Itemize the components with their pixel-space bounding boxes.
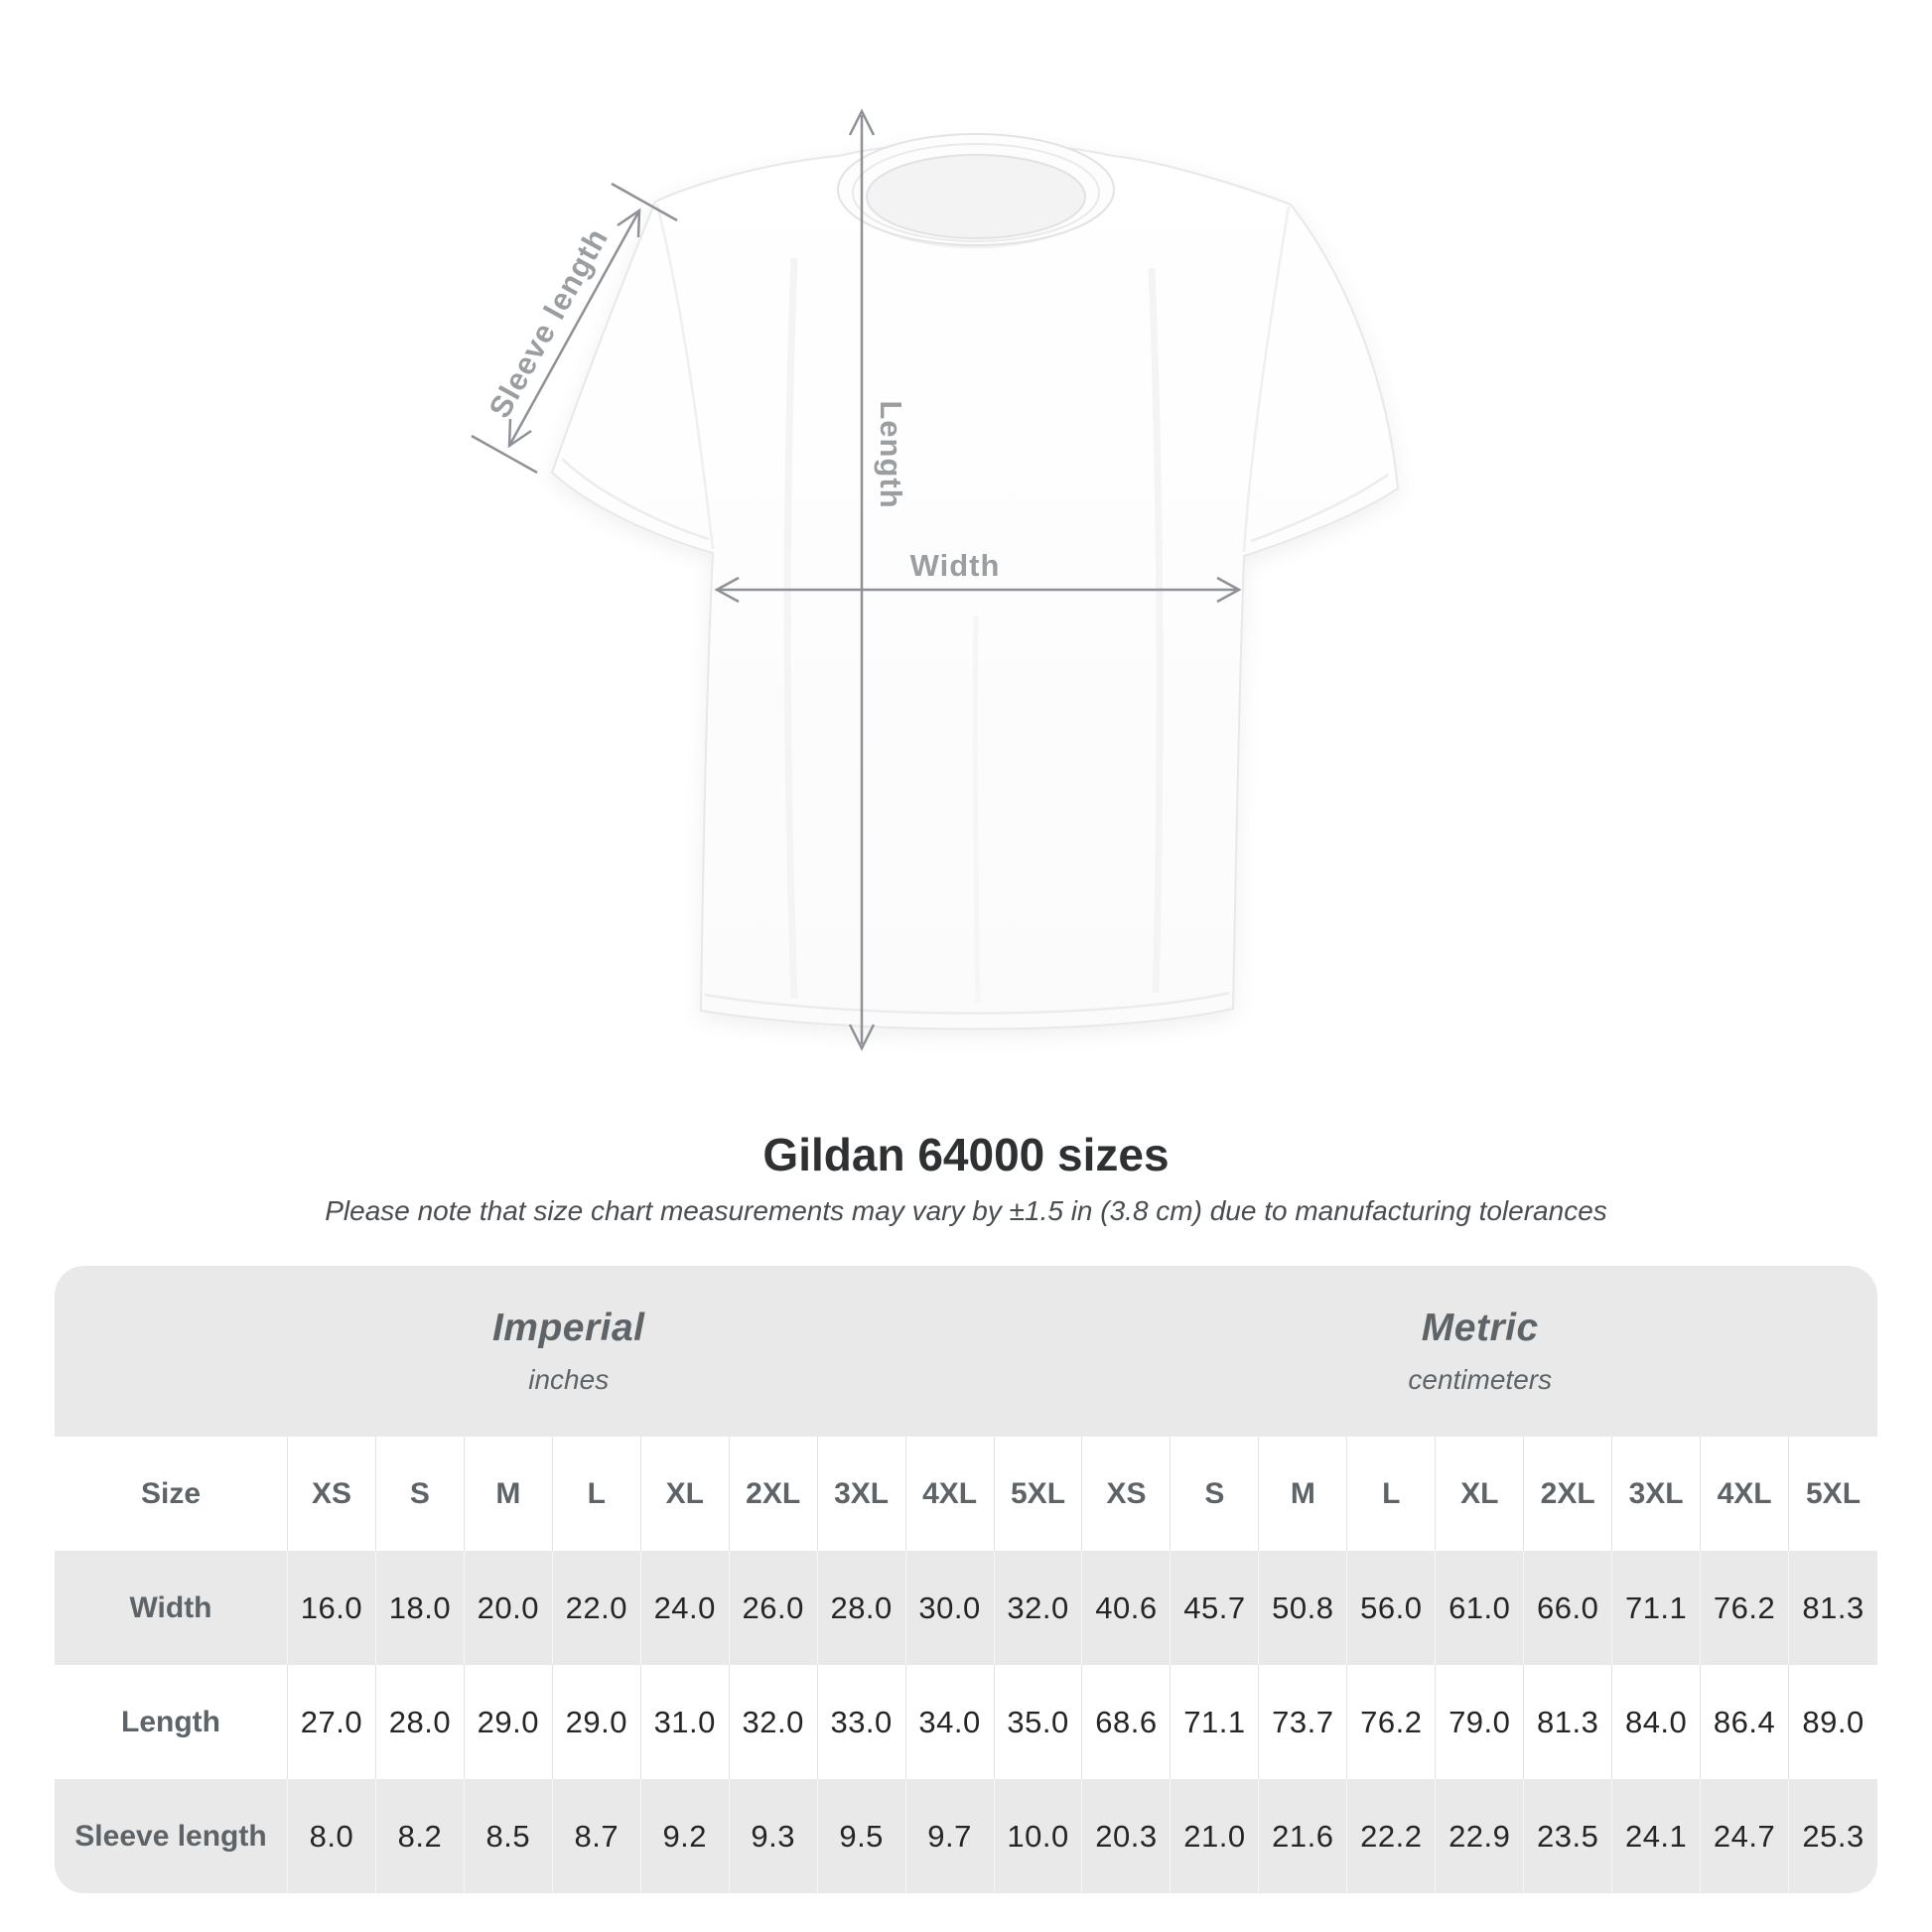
- sleeve-imperial-value: 10.0: [994, 1779, 1083, 1893]
- sleeve-imperial-value: 9.5: [817, 1779, 906, 1893]
- length-imperial-value: 34.0: [905, 1665, 995, 1779]
- sleeve-metric-value: 25.3: [1789, 1779, 1877, 1893]
- imperial-title: Imperial: [491, 1307, 645, 1349]
- width-metric-value: 76.2: [1701, 1551, 1790, 1665]
- width-metric-value: 50.8: [1259, 1551, 1348, 1665]
- width-arrow: [714, 576, 1242, 604]
- length-metric-value: 68.6: [1082, 1665, 1172, 1779]
- sleeve-metric-value: 22.2: [1347, 1779, 1437, 1893]
- length-imperial-value: 28.0: [375, 1665, 465, 1779]
- length-imperial-value: 33.0: [817, 1665, 906, 1779]
- width-metric-value: 81.3: [1789, 1551, 1877, 1665]
- size-header-imperial: 5XL: [994, 1437, 1083, 1551]
- length-imperial-value: 35.0: [994, 1665, 1083, 1779]
- width-metric-value: 40.6: [1082, 1551, 1172, 1665]
- length-metric-value: 79.0: [1436, 1665, 1525, 1779]
- sleeve-imperial-value: 8.7: [552, 1779, 641, 1893]
- metric-unit: centimeters: [1408, 1364, 1553, 1395]
- length-metric-value: 81.3: [1524, 1665, 1613, 1779]
- length-metric-value: 86.4: [1701, 1665, 1790, 1779]
- size-header-metric: M: [1259, 1437, 1348, 1551]
- width-imperial-value: 24.0: [640, 1551, 730, 1665]
- size-header-imperial: XS: [288, 1437, 376, 1551]
- width-metric-value: 45.7: [1171, 1551, 1260, 1665]
- length-imperial-value: 29.0: [464, 1665, 553, 1779]
- row-label-width: Width: [55, 1551, 288, 1665]
- width-imperial-value: 16.0: [288, 1551, 376, 1665]
- sleeve-metric-value: 24.1: [1612, 1779, 1702, 1893]
- page-title: Gildan 64000 sizes: [762, 1129, 1170, 1180]
- row-label-length: Length: [55, 1665, 288, 1779]
- size-header-imperial: L: [552, 1437, 641, 1551]
- width-label: Width: [910, 548, 1001, 583]
- size-header-metric: 2XL: [1524, 1437, 1613, 1551]
- size-header-metric: XL: [1436, 1437, 1525, 1551]
- length-metric-value: 71.1: [1171, 1665, 1260, 1779]
- size-header-imperial: 2XL: [729, 1437, 818, 1551]
- row-label-sleeve-length: Sleeve length: [55, 1779, 288, 1893]
- length-metric-value: 73.7: [1259, 1665, 1348, 1779]
- width-metric-value: 56.0: [1347, 1551, 1437, 1665]
- sleeve-imperial-value: 8.2: [375, 1779, 465, 1893]
- sleeve-imperial-value: 9.7: [905, 1779, 995, 1893]
- imperial-unit: inches: [528, 1364, 610, 1395]
- length-label: Length: [874, 400, 908, 508]
- sleeve-imperial-value: 8.5: [464, 1779, 553, 1893]
- length-imperial-value: 29.0: [552, 1665, 641, 1779]
- sleeve-metric-value: 20.3: [1082, 1779, 1172, 1893]
- width-imperial-value: 22.0: [552, 1551, 641, 1665]
- size-header-imperial: M: [464, 1437, 553, 1551]
- metric-title: Metric: [1421, 1307, 1539, 1349]
- size-column-header: Size: [55, 1437, 288, 1551]
- size-header-metric: 5XL: [1789, 1437, 1877, 1551]
- length-arrow: [848, 108, 876, 1051]
- width-imperial-value: 18.0: [375, 1551, 465, 1665]
- length-imperial-value: 27.0: [288, 1665, 376, 1779]
- width-imperial-value: 30.0: [905, 1551, 995, 1665]
- length-imperial-value: 31.0: [640, 1665, 730, 1779]
- tshirt-diagram: Length Width Sleeve length: [471, 108, 1400, 1051]
- size-header-metric: XS: [1082, 1437, 1172, 1551]
- width-imperial-value: 32.0: [994, 1551, 1083, 1665]
- sleeve-metric-value: 22.9: [1436, 1779, 1525, 1893]
- sleeve-metric-value: 23.5: [1524, 1779, 1613, 1893]
- sleeve-imperial-value: 8.0: [288, 1779, 376, 1893]
- length-imperial-value: 32.0: [729, 1665, 818, 1779]
- page-subtitle: Please note that size chart measurements…: [325, 1195, 1607, 1226]
- width-imperial-value: 20.0: [464, 1551, 553, 1665]
- length-metric-value: 76.2: [1347, 1665, 1437, 1779]
- width-metric-value: 66.0: [1524, 1551, 1613, 1665]
- width-metric-value: 61.0: [1436, 1551, 1525, 1665]
- sleeve-metric-value: 21.0: [1171, 1779, 1260, 1893]
- width-metric-value: 71.1: [1612, 1551, 1702, 1665]
- size-header-metric: 3XL: [1612, 1437, 1702, 1551]
- size-header-imperial: 3XL: [817, 1437, 906, 1551]
- imperial-section-header: Imperial inches: [55, 1266, 1083, 1437]
- sleeve-metric-value: 24.7: [1701, 1779, 1790, 1893]
- width-imperial-value: 26.0: [729, 1551, 818, 1665]
- tshirt-image: [550, 133, 1400, 1031]
- sleeve-imperial-value: 9.3: [729, 1779, 818, 1893]
- sleeve-imperial-value: 9.2: [640, 1779, 730, 1893]
- size-header-imperial: XL: [640, 1437, 730, 1551]
- length-metric-value: 89.0: [1789, 1665, 1877, 1779]
- size-chart-table: Imperial inches Metric centimeters Size …: [55, 1266, 1877, 1893]
- size-header-metric: L: [1347, 1437, 1437, 1551]
- metric-section-header: Metric centimeters: [1082, 1266, 1877, 1437]
- size-header-imperial: 4XL: [905, 1437, 995, 1551]
- length-metric-value: 84.0: [1612, 1665, 1702, 1779]
- size-header-imperial: S: [375, 1437, 465, 1551]
- size-header-metric: S: [1171, 1437, 1260, 1551]
- width-imperial-value: 28.0: [817, 1551, 906, 1665]
- sleeve-length-arrow: [471, 182, 678, 475]
- size-header-metric: 4XL: [1701, 1437, 1790, 1551]
- sleeve-metric-value: 21.6: [1259, 1779, 1348, 1893]
